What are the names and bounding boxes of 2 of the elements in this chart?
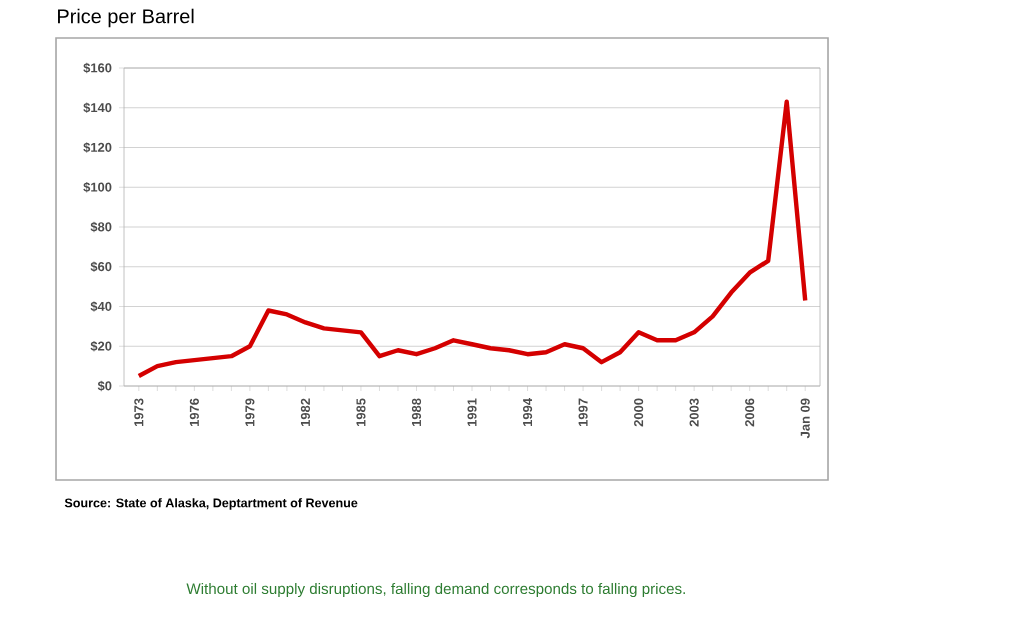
chart-title: Price per Barrel: [58, 8, 194, 28]
line-series: [136, 99, 808, 379]
